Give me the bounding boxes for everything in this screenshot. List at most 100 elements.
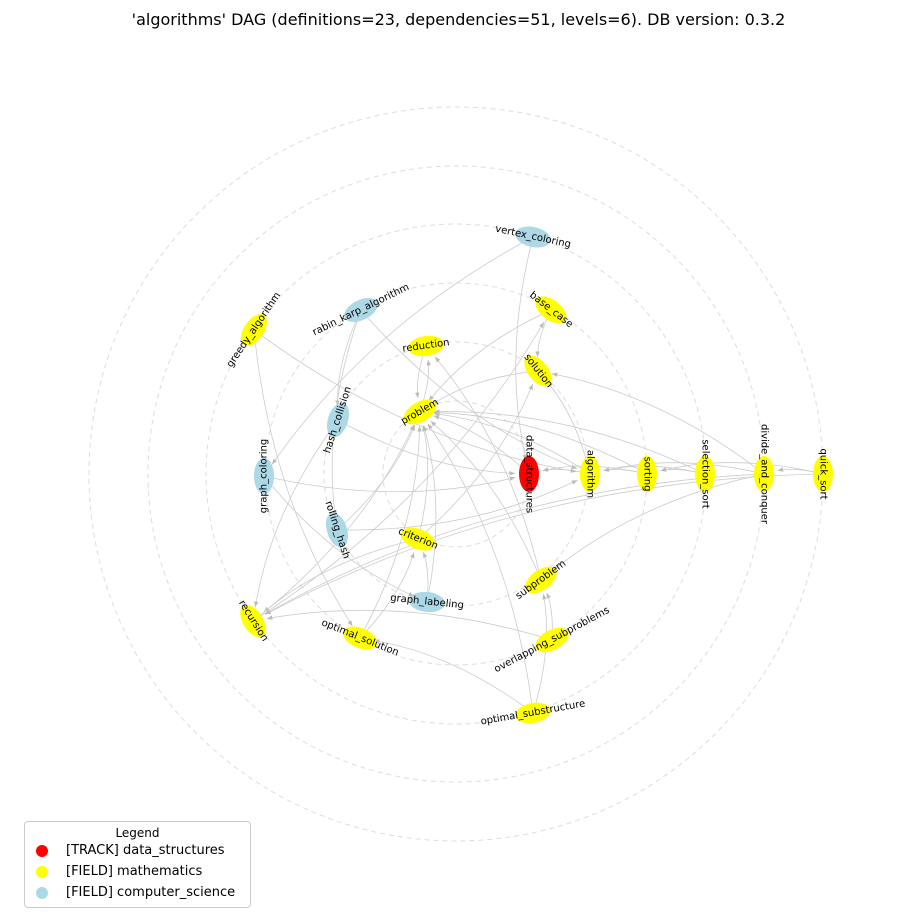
node-shape-sorting (637, 456, 657, 492)
edge-rabin_karp_algorithm-to-algorithm (360, 309, 578, 470)
node-shape-graph_coloring (254, 458, 274, 494)
node-label-optimal_substructure: optimal_substructure (480, 698, 586, 727)
node-reduction[interactable]: reduction (401, 333, 451, 359)
edge-criterion-to-problem (417, 425, 428, 540)
node-shape-solution (524, 355, 552, 387)
edge-greedy_algorithm-to-optimal_solution (253, 329, 353, 627)
node-vertex_coloring[interactable]: vertex_coloring (493, 219, 573, 255)
legend-marker-mathematics (36, 865, 48, 878)
node-shape-graph_labeling (409, 591, 445, 613)
legend-label-mathematics: [FIELD] mathematics (66, 864, 203, 879)
edge-rolling_hash-to-algorithm (336, 479, 578, 531)
legend-label-track: [TRACK] data_structures (66, 843, 225, 858)
node-shape-selection_sort (695, 456, 715, 492)
edge-vertex_coloring-to-data_structures (515, 236, 534, 461)
node-shape-reduction (408, 335, 444, 357)
node-shape-rabin_karp_algorithm (344, 298, 378, 322)
node-shape-greedy_algorithm (240, 314, 268, 346)
node-shape-rolling_hash (325, 512, 349, 548)
edge-criterion-to-solution (417, 383, 534, 540)
edge-solution-to-problem (431, 370, 539, 405)
node-label-graph_coloring: graph_coloring (259, 439, 270, 513)
edge-recursion-to-base_case (252, 321, 545, 622)
legend-marker-computer-science (36, 886, 48, 899)
node-shape-optimal_solution (342, 626, 378, 650)
edge-quick_sort-to-sorting (660, 462, 824, 475)
node-sorting[interactable]: sorting (637, 456, 657, 492)
node-shape-base_case (535, 296, 567, 324)
node-graph_coloring[interactable]: graph_coloring (254, 439, 274, 513)
edge-sorting-to-problem (433, 410, 648, 475)
edge-divide_and_conquer-to-recursion (264, 473, 765, 615)
edge-subproblem-to-problem (430, 420, 542, 581)
edge-subproblem-to-reduction (434, 356, 542, 581)
edge-quick_sort-to-recursion (265, 473, 824, 615)
edge-hash_collision-to-recursion (254, 419, 339, 608)
node-optimal_solution[interactable]: optimal_solution (318, 613, 402, 662)
node-label-recursion: recursion (236, 598, 270, 643)
node-label-optimal_solution: optimal_solution (320, 617, 401, 658)
diagram-title: 'algorithms' DAG (definitions=23, depend… (131, 10, 786, 29)
node-data_structures[interactable]: data_structures (519, 435, 539, 513)
definition-nodes: data_structures algorithm sorting selection… (221, 219, 833, 732)
legend: Legend [TRACK] data_structures [FIELD] m… (24, 821, 251, 908)
node-label-greedy_algorithm: greedy_algorithm (225, 290, 283, 369)
node-shape-quick_sort (813, 456, 833, 492)
edge-graph_coloring-to-graph_labeling (263, 475, 415, 597)
edge-algorithm-to-problem (433, 412, 591, 475)
legend-item-computer-science: [FIELD] computer_science (25, 882, 250, 903)
edge-divide_and_conquer-to-solution (551, 372, 765, 475)
node-greedy_algorithm[interactable]: greedy_algorithm (221, 288, 287, 372)
edge-data_structures-to-problem (433, 415, 530, 475)
node-label-subproblem: subproblem (514, 558, 568, 602)
edge-overlapping_subproblems-to-recursion (266, 609, 553, 641)
node-shape-algorithm (580, 456, 600, 492)
node-shape-recursion (240, 604, 266, 638)
node-rabin_karp_algorithm[interactable]: rabin_karp_algorithm (309, 278, 413, 343)
node-label-selection_sort: selection_sort (700, 439, 711, 508)
node-label-quick_sort: quick_sort (818, 448, 829, 499)
node-label-divide_and_conquer: divide_and_conquer (759, 424, 770, 525)
legend-label-computer-science: [FIELD] computer_science (66, 885, 236, 900)
node-shape-optimal_substructure (515, 702, 551, 724)
level-ring-5 (147, 165, 765, 783)
node-label-algorithm: algorithm (585, 450, 596, 498)
legend-item-track: [TRACK] data_structures (25, 840, 250, 861)
edge-optimal_substructure-to-problem (427, 423, 534, 714)
node-shape-hash_collision (326, 402, 350, 438)
node-base_case[interactable]: base_case (524, 286, 577, 334)
legend-marker-track (36, 844, 48, 857)
node-label-rabin_karp_algorithm: rabin_karp_algorithm (311, 282, 411, 338)
node-shape-subproblem (525, 566, 557, 594)
node-shape-divide_and_conquer (754, 456, 774, 492)
edge-graph_labeling-to-problem (423, 425, 437, 603)
node-label-data_structures: data_structures (524, 435, 535, 513)
legend-item-mathematics: [FIELD] mathematics (25, 861, 250, 882)
edge-selection_sort-to-problem (433, 409, 706, 475)
node-shape-vertex_coloring (515, 226, 551, 248)
node-quick_sort[interactable]: quick_sort (813, 448, 833, 500)
edge-optimal_substructure-to-optimal_solution (373, 639, 534, 714)
node-algorithm[interactable]: algorithm (580, 450, 600, 498)
node-recursion[interactable]: recursion (232, 596, 274, 646)
edge-rolling_hash-to-problem (336, 424, 416, 531)
edge-hash_collision-to-data_structures (337, 419, 516, 476)
node-divide_and_conquer[interactable]: divide_and_conquer (754, 424, 774, 525)
node-shape-data_structures (519, 456, 539, 492)
node-selection_sort[interactable]: selection_sort (695, 439, 715, 509)
node-overlapping_subproblems[interactable]: overlapping_subproblems (490, 601, 613, 679)
edge-recursion-to-problem (252, 424, 415, 622)
legend-title: Legend (115, 826, 160, 840)
edge-divide_and_conquer-to-subproblem (551, 473, 765, 572)
node-subproblem[interactable]: subproblem (511, 554, 571, 605)
node-shape-criterion (400, 527, 436, 551)
node-label-sorting: sorting (642, 457, 653, 492)
node-optimal_substructure[interactable]: optimal_substructure (479, 694, 587, 732)
edge-base_case-to-problem (428, 309, 552, 402)
node-shape-problem (403, 399, 437, 425)
edge-optimal_solution-to-criterion (359, 552, 415, 639)
node-label-base_case: base_case (527, 290, 575, 331)
edge-graph_coloring-to-data_structures (263, 475, 516, 493)
node-shape-overlapping_subproblems (535, 627, 569, 653)
